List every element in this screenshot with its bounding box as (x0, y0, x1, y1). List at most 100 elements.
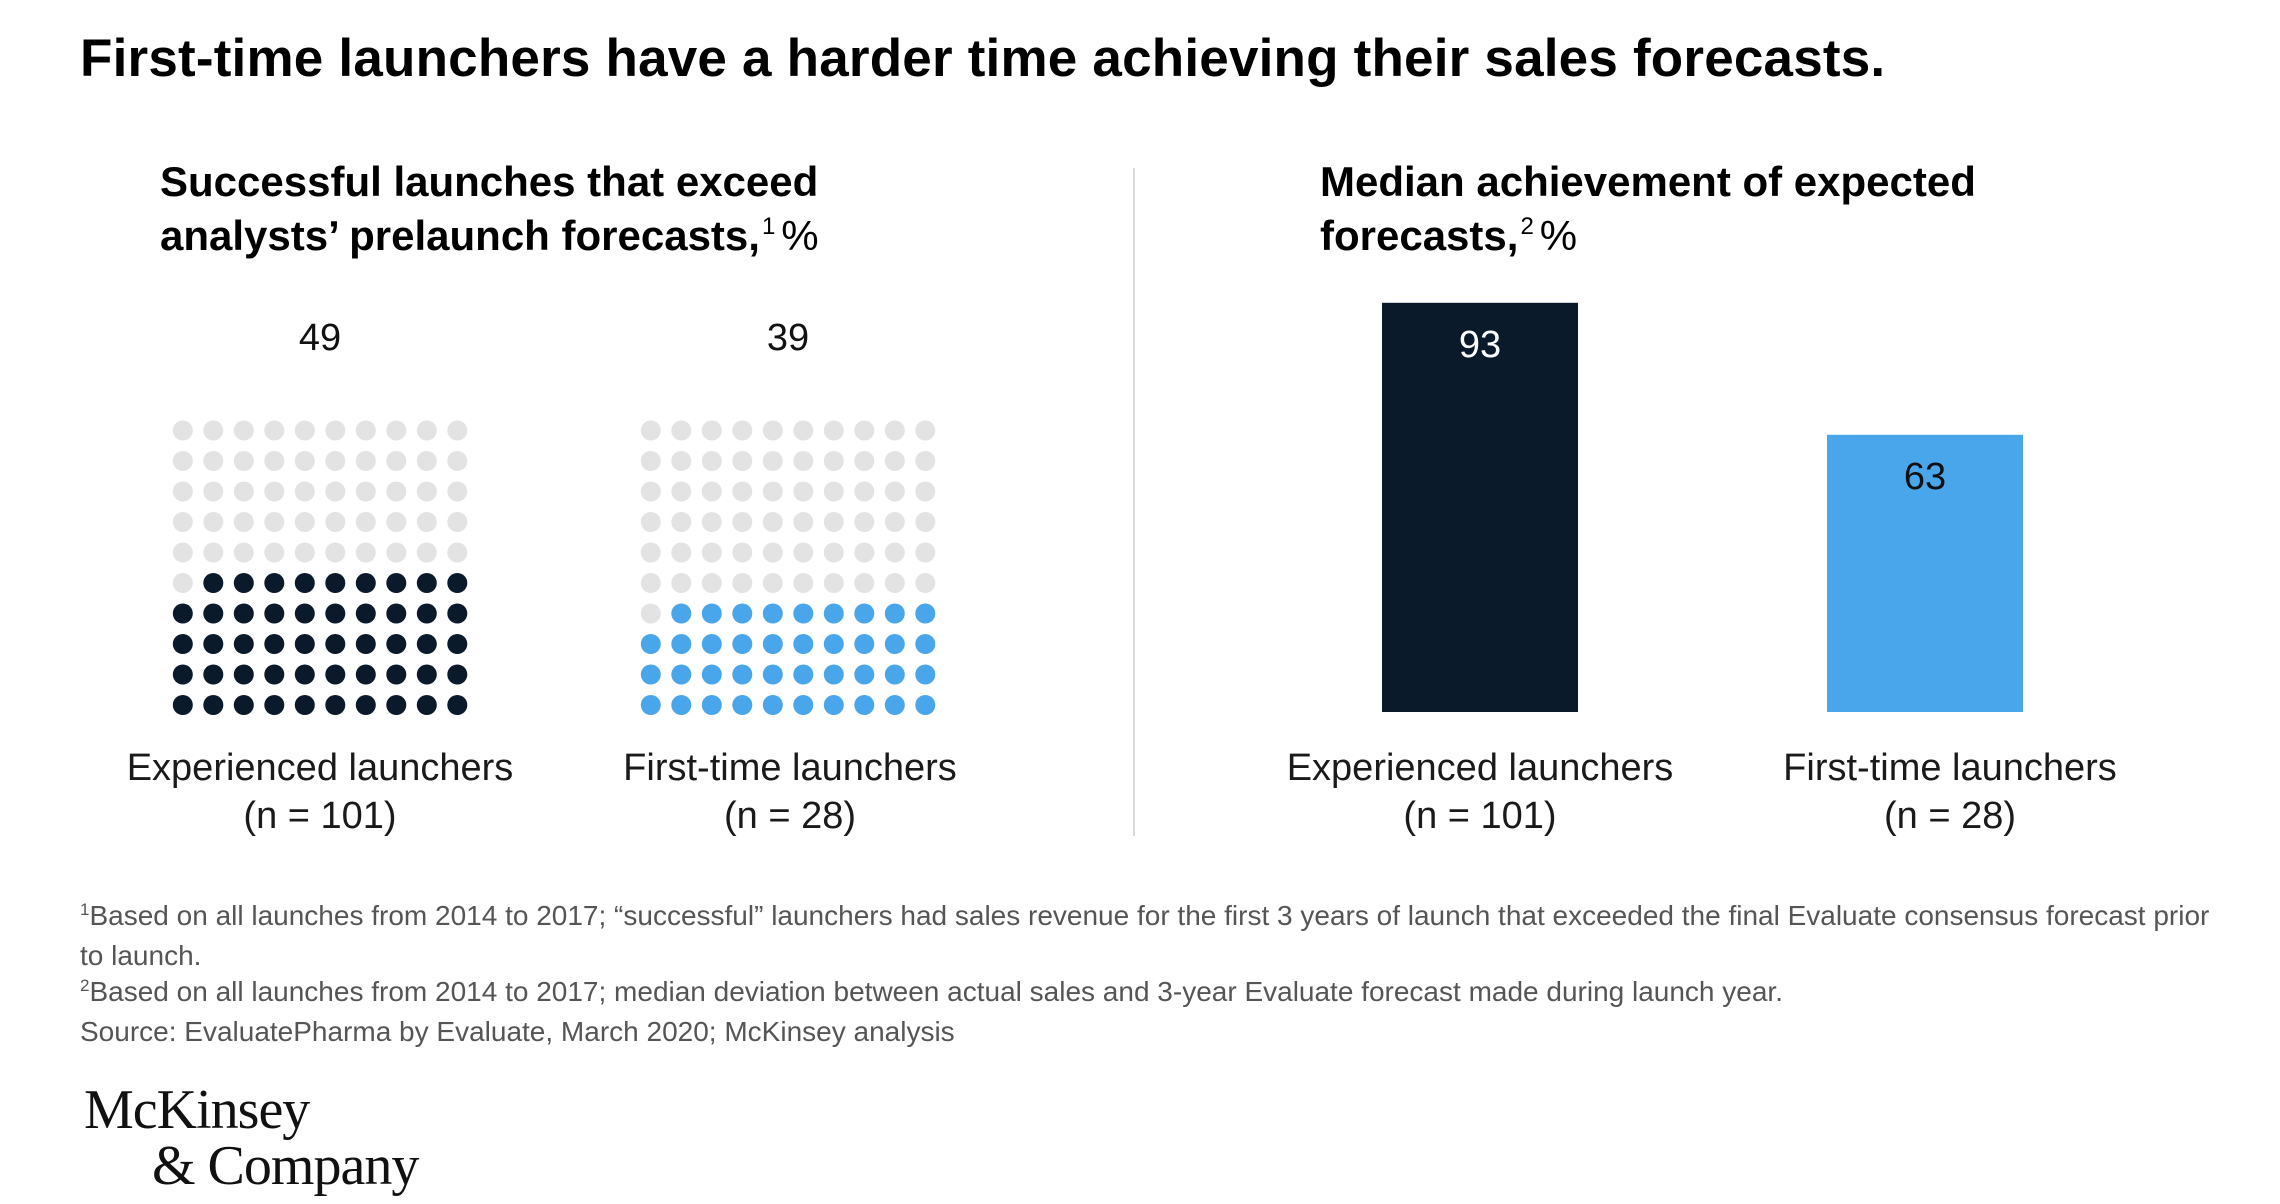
waffle-dot-filled (172, 664, 193, 685)
waffle-dot-empty (793, 573, 814, 593)
waffle-dot-filled (264, 573, 285, 593)
waffle-dot-filled (386, 603, 407, 624)
waffle-dot-filled (793, 634, 814, 654)
left-category-sample-0: (n = 101) (243, 795, 397, 837)
waffle-dot-empty (172, 420, 193, 441)
waffle-dot-filled (701, 603, 722, 624)
waffle-dot-empty (640, 542, 661, 563)
waffle-dot-empty (915, 512, 936, 532)
waffle-dot-empty (355, 481, 376, 502)
waffle-dot-filled (884, 664, 905, 685)
waffle-dot-empty (732, 420, 753, 441)
waffle-dot-filled (854, 695, 875, 715)
waffle-dot-filled (823, 664, 844, 685)
waffle-dot-empty (325, 542, 346, 563)
waffle-dot-filled (854, 664, 875, 685)
waffle-dot-empty (172, 573, 193, 593)
waffle-dot-empty (416, 420, 437, 441)
waffle-dot-empty (325, 481, 346, 502)
left-category-name-1: First-time launchers (623, 747, 957, 789)
footnote-2: 2Based on all launches from 2014 to 2017… (80, 974, 2240, 1014)
waffle-dot-empty (762, 542, 783, 563)
waffle-dot-filled (325, 573, 346, 593)
waffle-dot-empty (233, 512, 254, 532)
waffle-dot-empty (732, 512, 753, 532)
waffle-dot-empty (640, 573, 661, 593)
waffle-dot-filled (355, 573, 376, 593)
waffle-dot-empty (640, 603, 661, 624)
waffle-dot-empty (915, 542, 936, 563)
right-title-line2: forecasts, (1320, 212, 1519, 259)
right-category-name-1: First-time launchers (1783, 747, 2117, 789)
waffle-dot-filled (915, 603, 936, 624)
waffle-dot-filled (762, 664, 783, 685)
waffle-dot-empty (671, 420, 692, 441)
logo-line2: & Company (152, 1135, 419, 1197)
right-category-label-1: First-time launchers (n = 28) (1720, 744, 2180, 840)
left-category-label-1: First-time launchers (n = 28) (560, 744, 1020, 840)
waffle-dot-filled (264, 603, 285, 624)
waffle-dot-filled (416, 664, 437, 685)
footnote-1: 1Based on all launches from 2014 to 2017… (80, 898, 2240, 974)
waffle-dot-filled (355, 695, 376, 715)
waffle-dot-empty (172, 512, 193, 532)
waffle-dot-empty (793, 542, 814, 563)
footnote-1-text: Based on all launches from 2014 to 2017;… (80, 900, 2210, 971)
waffle-dot-empty (884, 573, 905, 593)
waffle-dot-empty (884, 512, 905, 532)
chart-canvas: 49 39 93 63 (172, 302, 2023, 715)
waffle-dot-empty (294, 420, 315, 441)
waffle-dot-empty (762, 512, 783, 532)
waffle-dot-empty (762, 420, 783, 441)
waffle-dot-empty (854, 542, 875, 563)
waffle-dot-filled (701, 695, 722, 715)
waffle-dot-empty (386, 512, 407, 532)
waffle-dot-filled (447, 695, 468, 715)
waffle-dot-filled (823, 603, 844, 624)
waffle-dot-filled (233, 573, 254, 593)
waffle-dot-empty (732, 542, 753, 563)
waffle-dot-empty (915, 573, 936, 593)
waffle-dot-empty (416, 481, 437, 502)
waffle-dot-empty (447, 542, 468, 563)
waffle-dot-filled (203, 664, 224, 685)
waffle-dot-empty (762, 481, 783, 502)
waffle-dot-empty (416, 542, 437, 563)
waffle-dot-filled (294, 573, 315, 593)
waffle-dot-empty (640, 481, 661, 502)
waffle-dot-empty (823, 420, 844, 441)
waffle-dot-empty (233, 451, 254, 471)
waffle-dot-empty (854, 573, 875, 593)
waffle-dot-empty (854, 451, 875, 471)
bar-value-label: 93 (1459, 324, 1501, 366)
waffle-dot-empty (203, 542, 224, 563)
waffle-dot-filled (640, 634, 661, 654)
waffle-dot-filled (915, 634, 936, 654)
waffle-dot-empty (823, 573, 844, 593)
waffle-dot-empty (793, 512, 814, 532)
waffle-dot-empty (640, 451, 661, 471)
waffle-dot-filled (447, 573, 468, 593)
waffle-dot-filled (884, 603, 905, 624)
waffle-dot-filled (447, 634, 468, 654)
waffle-dot-empty (671, 542, 692, 563)
waffle-dot-filled (416, 573, 437, 593)
waffle-dot-filled (172, 634, 193, 654)
waffle-dot-empty (386, 481, 407, 502)
waffle-dot-filled (762, 695, 783, 715)
waffle-dot-empty (823, 542, 844, 563)
chart-title: First-time launchers have a harder time … (80, 29, 1886, 88)
waffle-dot-empty (701, 451, 722, 471)
bar-value-label: 63 (1904, 456, 1946, 498)
left-panel-title: Successful launches that exceed analysts… (160, 155, 819, 270)
waffle-dot-filled (884, 634, 905, 654)
waffle-dot-filled (264, 664, 285, 685)
waffle-dot-empty (884, 542, 905, 563)
waffle-dot-empty (823, 481, 844, 502)
waffle-dot-filled (416, 603, 437, 624)
waffle-dot-filled (762, 634, 783, 654)
waffle-dot-filled (640, 664, 661, 685)
waffle-dot-empty (294, 512, 315, 532)
footnote-2-marker: 2 (80, 976, 90, 995)
waffle-dot-filled (386, 634, 407, 654)
